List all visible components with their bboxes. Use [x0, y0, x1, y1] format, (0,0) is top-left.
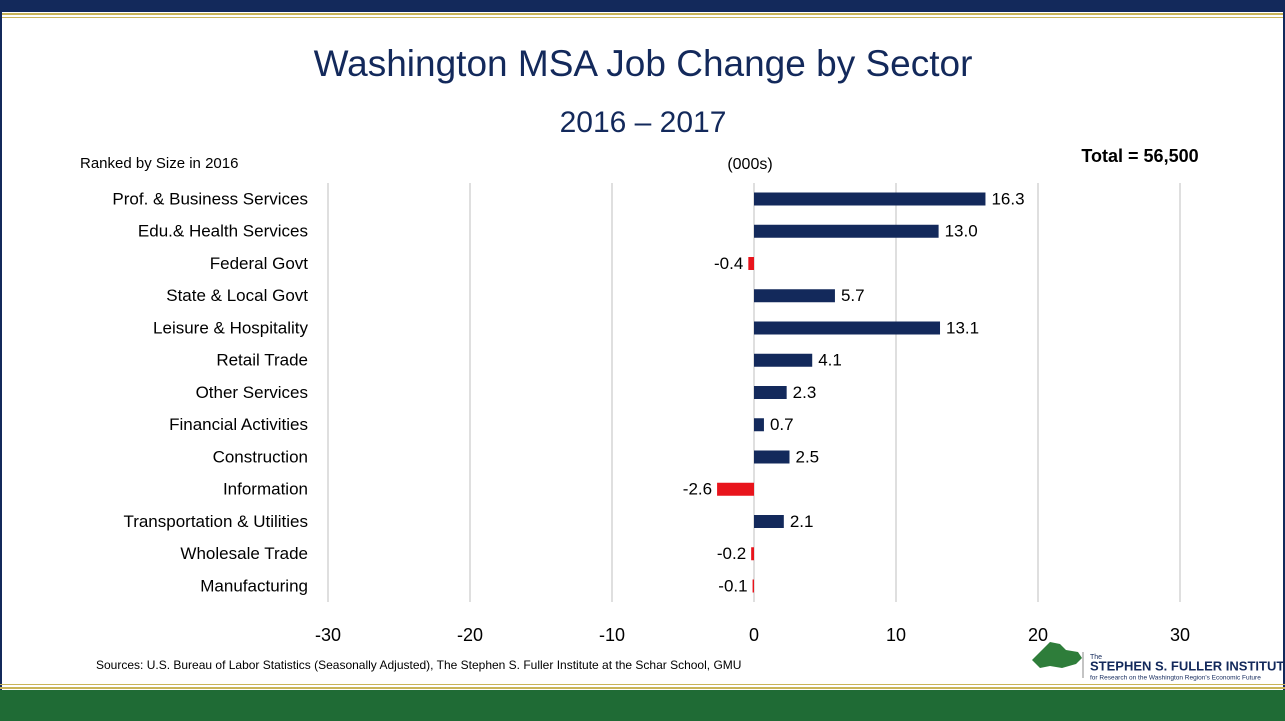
chart-title: Washington MSA Job Change by Sector	[314, 43, 973, 84]
x-tick-label: -20	[457, 625, 483, 645]
top-band	[0, 0, 1285, 12]
bar	[748, 257, 754, 270]
y-tick-label: Transportation & Utilities	[123, 512, 308, 531]
y-tick-label: Construction	[213, 447, 308, 466]
x-tick-label: 20	[1028, 625, 1048, 645]
y-tick-label: Wholesale Trade	[180, 544, 308, 563]
x-tick-label: -10	[599, 625, 625, 645]
value-label: -0.2	[717, 544, 746, 563]
logo-small: The	[1090, 654, 1102, 661]
y-tick-label: Federal Govt	[210, 254, 309, 273]
value-label: 13.1	[946, 318, 979, 337]
value-label: 4.1	[818, 351, 842, 370]
value-label: -0.1	[718, 576, 747, 595]
bar	[754, 450, 790, 464]
bar	[754, 418, 764, 432]
bar	[754, 192, 986, 206]
bar	[717, 482, 754, 496]
x-tick-label: 10	[886, 625, 906, 645]
value-label: 2.1	[790, 512, 814, 531]
y-tick-label: Retail Trade	[216, 351, 308, 370]
logo-mark	[1032, 642, 1082, 668]
top-rule	[0, 17, 1285, 18]
logo-name: STEPHEN S. FULLER INSTITUTE	[1090, 658, 1285, 673]
x-tick-label: 0	[749, 625, 759, 645]
bottom-band	[0, 690, 1285, 721]
total-annotation: Total = 56,500	[1081, 146, 1198, 166]
bar	[754, 386, 787, 399]
value-label: 16.3	[991, 189, 1024, 208]
y-tick-label: Information	[223, 480, 308, 499]
bottom-rule	[0, 684, 1285, 685]
bottom-rule	[0, 687, 1285, 689]
x-tick-label: -30	[315, 625, 341, 645]
value-label: 2.3	[793, 383, 817, 402]
source-note: Sources: U.S. Bureau of Labor Statistics…	[96, 658, 741, 672]
x-tick-label: 30	[1170, 625, 1190, 645]
value-label: 0.7	[770, 415, 794, 434]
value-label: -0.4	[714, 254, 743, 273]
category-axis-label: Ranked by Size in 2016	[80, 155, 238, 172]
y-tick-label: Leisure & Hospitality	[153, 318, 308, 337]
plot: -30 -20 -10 0 10 20 30 Prof. & Business Service…	[112, 183, 1190, 645]
bar	[754, 289, 835, 303]
bar	[751, 547, 754, 561]
value-label: -2.6	[683, 480, 712, 499]
top-rule	[0, 13, 1285, 15]
left-border	[0, 0, 2, 721]
bar	[754, 321, 941, 335]
bar	[754, 224, 939, 238]
right-border	[1283, 0, 1285, 721]
bar	[752, 579, 754, 593]
y-tick-label: Financial Activities	[169, 415, 308, 434]
y-tick-label: Prof. & Business Services	[112, 189, 308, 208]
bar	[754, 515, 784, 528]
y-tick-label: Edu.& Health Services	[138, 222, 308, 241]
bar	[754, 353, 813, 367]
y-tick-label: State & Local Govt	[166, 286, 308, 305]
value-label: 13.0	[945, 222, 978, 241]
logo-tagline: for Research on the Washington Region's …	[1090, 675, 1261, 682]
value-axis-label: (000s)	[727, 156, 772, 173]
value-label: 2.5	[796, 447, 820, 466]
chart-subtitle: 2016 – 2017	[560, 106, 727, 139]
y-tick-label: Manufacturing	[200, 576, 308, 595]
value-label: 5.7	[841, 286, 865, 305]
y-tick-label: Other Services	[196, 383, 308, 402]
